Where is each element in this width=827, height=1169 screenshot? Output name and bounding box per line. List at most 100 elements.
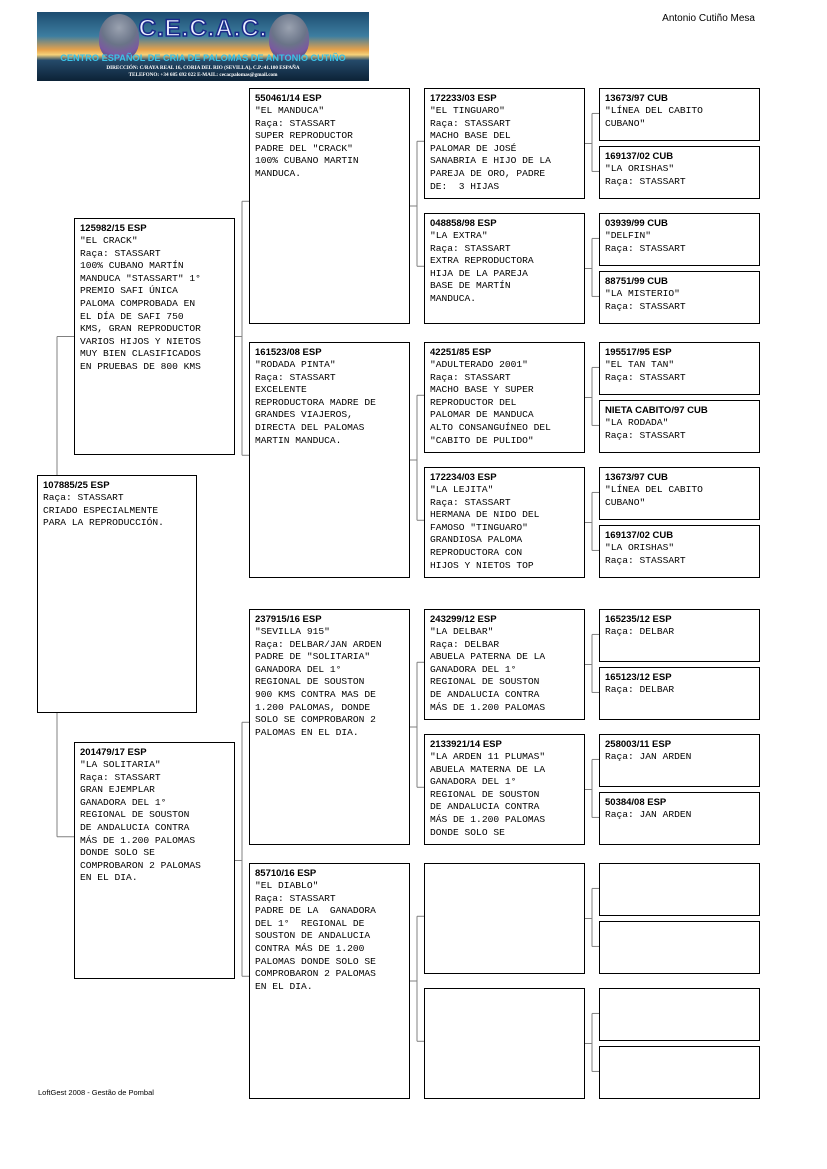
pigeon-info-line: "LA ORISHAS" — [605, 163, 675, 174]
pigeon-info-line: ALTO CONSANGUÍNEO DEL — [430, 421, 551, 433]
pigeon-info-line: PALOMAS EN EL DIA. — [255, 726, 359, 738]
pigeon-info-line: Raça: STASSART — [255, 892, 336, 904]
pigeon-info-line: DIRECTA DEL PALOMAS — [255, 421, 365, 433]
pigeon-info-line: VARIOS HIJOS Y NIETOS — [80, 335, 201, 347]
pedigree-box-gen4: 88751/99 CUB "LA MISTERIO" Raça: STASSART — [599, 271, 760, 324]
pigeon-info-line: "LA LEJITA" — [430, 484, 494, 495]
pigeon-info-line: MÁS DE 1.200 PALOMAS — [430, 813, 546, 825]
pigeon-info-line: COMPROBARON 2 PALOMAS — [80, 859, 201, 871]
pigeon-info-line: REGIONAL DE SOUSTON — [430, 676, 540, 688]
pigeon-info-line: GRANDES VIAJEROS, — [255, 409, 353, 421]
ring-number: 88751/99 CUB — [605, 276, 668, 287]
ring-number: 03939/99 CUB — [605, 218, 668, 229]
pigeon-info-line: MANDUCA. — [255, 167, 302, 179]
pigeon-info-line: "LA DELBAR" — [430, 626, 494, 637]
ring-number: 107885/25 ESP — [43, 480, 110, 491]
pigeon-info-line: Raça: STASSART — [430, 496, 511, 508]
logo-title: C.E.C.A.C. — [138, 14, 268, 43]
pedigree-box-gen3 — [424, 863, 585, 974]
ring-number: 237915/16 ESP — [255, 614, 322, 625]
pigeon-info-line: GANADORA DEL 1° — [430, 776, 517, 788]
pigeon-info-line: MACHO BASE Y SUPER — [430, 384, 534, 396]
ring-number: 243299/12 ESP — [430, 614, 497, 625]
pigeon-info-line: 100% CUBANO MARTIN — [255, 155, 359, 167]
ring-number: 169137/02 CUB — [605, 151, 674, 162]
ring-number: 172233/03 ESP — [430, 93, 497, 104]
logo-subtitle: CENTRO ESPAÑOL DE CRIA DE PALOMAS DE ANT… — [60, 53, 346, 63]
pigeon-info-line: Raça: STASSART — [605, 371, 686, 383]
ring-number: 161523/08 ESP — [255, 347, 322, 358]
pigeon-info-line: "EL MANDUCA" — [255, 105, 325, 116]
pedigree-box-gen4: 169137/02 CUB "LA ORISHAS" Raça: STASSART — [599, 146, 760, 199]
pigeon-info-line: "LA EXTRA" — [430, 230, 488, 241]
pigeon-info-line: Raça: STASSART — [80, 247, 161, 259]
pedigree-box-gen2: 237915/16 ESP "SEVILLA 915" Raça: DELBAR/J… — [249, 609, 410, 845]
pigeon-info-line: SANABRIA E HIJO DE LA — [430, 155, 551, 167]
pedigree-box-gen4: 13673/97 CUB "LÍNEA DEL CABITO CUBANO" — [599, 88, 760, 141]
pedigree-box-gen4: 195517/95 ESP "EL TAN TAN" Raça: STASSART — [599, 342, 760, 395]
pigeon-info-line: 1.200 PALOMAS, DONDE — [255, 701, 371, 713]
pigeon-info-line: EN EL DIA. — [80, 872, 138, 884]
ring-number: 2133921/14 ESP — [430, 739, 502, 750]
pigeon-info-line: PAREJA DE ORO, PADRE — [430, 167, 546, 179]
pedigree-box-gen4: 03939/99 CUB "DELFIN" Raça: STASSART — [599, 213, 760, 266]
pigeon-info-line: HIJOS Y NIETOS TOP — [430, 559, 534, 571]
pigeon-info-line: MANDUCA. — [430, 292, 477, 304]
ring-number: NIETA CABITO/97 CUB — [605, 405, 708, 416]
pigeon-info-line: Raça: STASSART — [255, 371, 336, 383]
pigeon-info-line: "ADULTERADO 2001" — [430, 359, 528, 370]
ring-number: 85710/16 ESP — [255, 868, 317, 879]
pedigree-box-gen4: NIETA CABITO/97 CUB "LA RODADA" Raça: STAS… — [599, 400, 760, 453]
pedigree-box-gen4 — [599, 921, 760, 974]
pedigree-box-gen3: 243299/12 ESP "LA DELBAR" Raça: DELBAR ABUE… — [424, 609, 585, 720]
pigeon-info-line: PALOMA COMPROBADA EN — [80, 297, 196, 309]
pedigree-box-gen3: 2133921/14 ESP "LA ARDEN 11 PLUMAS" ABUELA… — [424, 734, 585, 845]
pigeon-info-line: Raça: STASSART — [605, 429, 686, 441]
pedigree-box-gen3: 172234/03 ESP "LA LEJITA" Raça: STASSART HE… — [424, 467, 585, 578]
pigeon-info-line: MUY BIEN CLASIFICADOS — [80, 348, 201, 360]
ring-number: 550461/14 ESP — [255, 93, 322, 104]
pigeon-info-line: Raça: DELBAR — [430, 638, 500, 650]
pedigree-box-gen4: 13673/97 CUB "LÍNEA DEL CABITO CUBANO" — [599, 467, 760, 520]
pigeon-info-line: ABUELA PATERNA DE LA — [430, 651, 546, 663]
pigeon-info-line: REGIONAL DE SOUSTON — [430, 788, 540, 800]
ring-number: 125982/15 ESP — [80, 223, 147, 234]
pigeon-info-line: Raça: DELBAR/JAN ARDEN — [255, 638, 382, 650]
pigeon-info-line: PALOMAS DONDE SOLO SE — [255, 955, 376, 967]
pigeon-info-line: Raça: STASSART — [80, 771, 161, 783]
pigeon-info-line: REPRODUCTORA MADRE DE — [255, 396, 376, 408]
ring-number: 42251/85 ESP — [430, 347, 492, 358]
pigeon-info-line: 900 KMS CONTRA MAS DE — [255, 688, 376, 700]
pigeon-info-line: GANADORA DEL 1° — [430, 663, 517, 675]
ring-number: 195517/95 ESP — [605, 347, 672, 358]
pigeon-info-line: Raça: STASSART — [430, 242, 511, 254]
pigeon-info-line: Raça: DELBAR — [605, 684, 675, 695]
logo-address: DIRECCIÓN: C/RAYA REAL 16, CORIA DEL RIO… — [106, 65, 300, 71]
pedigree-box-gen4 — [599, 1046, 760, 1099]
pigeon-info-line: DONDE SOLO SE — [80, 847, 155, 859]
pigeon-image-left — [99, 14, 139, 60]
pedigree-box-gen3: 172233/03 ESP "EL TINGUARO" Raça: STASSART… — [424, 88, 585, 199]
ring-number: 172234/03 ESP — [430, 472, 497, 483]
pigeon-info-line: "DELFIN" — [605, 230, 652, 241]
pigeon-info-line: PADRE DE LA GANADORA — [255, 905, 376, 917]
ring-number: 165235/12 ESP — [605, 614, 672, 625]
pedigree-box-gen4: 258003/11 ESP Raça: JAN ARDEN — [599, 734, 760, 787]
pigeon-info-line: "EL TINGUARO" — [430, 105, 505, 116]
pigeon-info-line: DONDE SOLO SE — [430, 826, 505, 838]
pigeon-info-line: SUPER REPRODUCTOR — [255, 130, 353, 142]
pigeon-info-line: GANADORA DEL 1° — [80, 796, 167, 808]
club-logo: C.E.C.A.C. CENTRO ESPAÑOL DE CRIA DE PAL… — [37, 12, 369, 81]
pigeon-info-line: Raça: STASSART — [43, 492, 124, 503]
pigeon-info-line: Raça: JAN ARDEN — [605, 809, 692, 820]
pigeon-info-line: "EL TAN TAN" — [605, 359, 675, 370]
pedigree-box-gen1: 201479/17 ESP "LA SOLITARIA" Raça: STASSAR… — [74, 742, 235, 979]
pigeon-info-line: Raça: STASSART — [430, 117, 511, 129]
pigeon-info-line: MANDUCA "STASSART" 1° — [80, 272, 201, 284]
pigeon-info-line: "LÍNEA DEL CABITO — [605, 484, 703, 495]
pigeon-info-line: Raça: JAN ARDEN — [605, 751, 692, 762]
pigeon-info-line: CONTRA MÁS DE 1.200 — [255, 942, 365, 954]
ring-number: 13673/97 CUB — [605, 93, 668, 104]
pigeon-info-line: EL DÍA DE SAFI 750 — [80, 310, 184, 322]
pigeon-info-line: EN PRUEBAS DE 800 KMS — [80, 360, 201, 372]
